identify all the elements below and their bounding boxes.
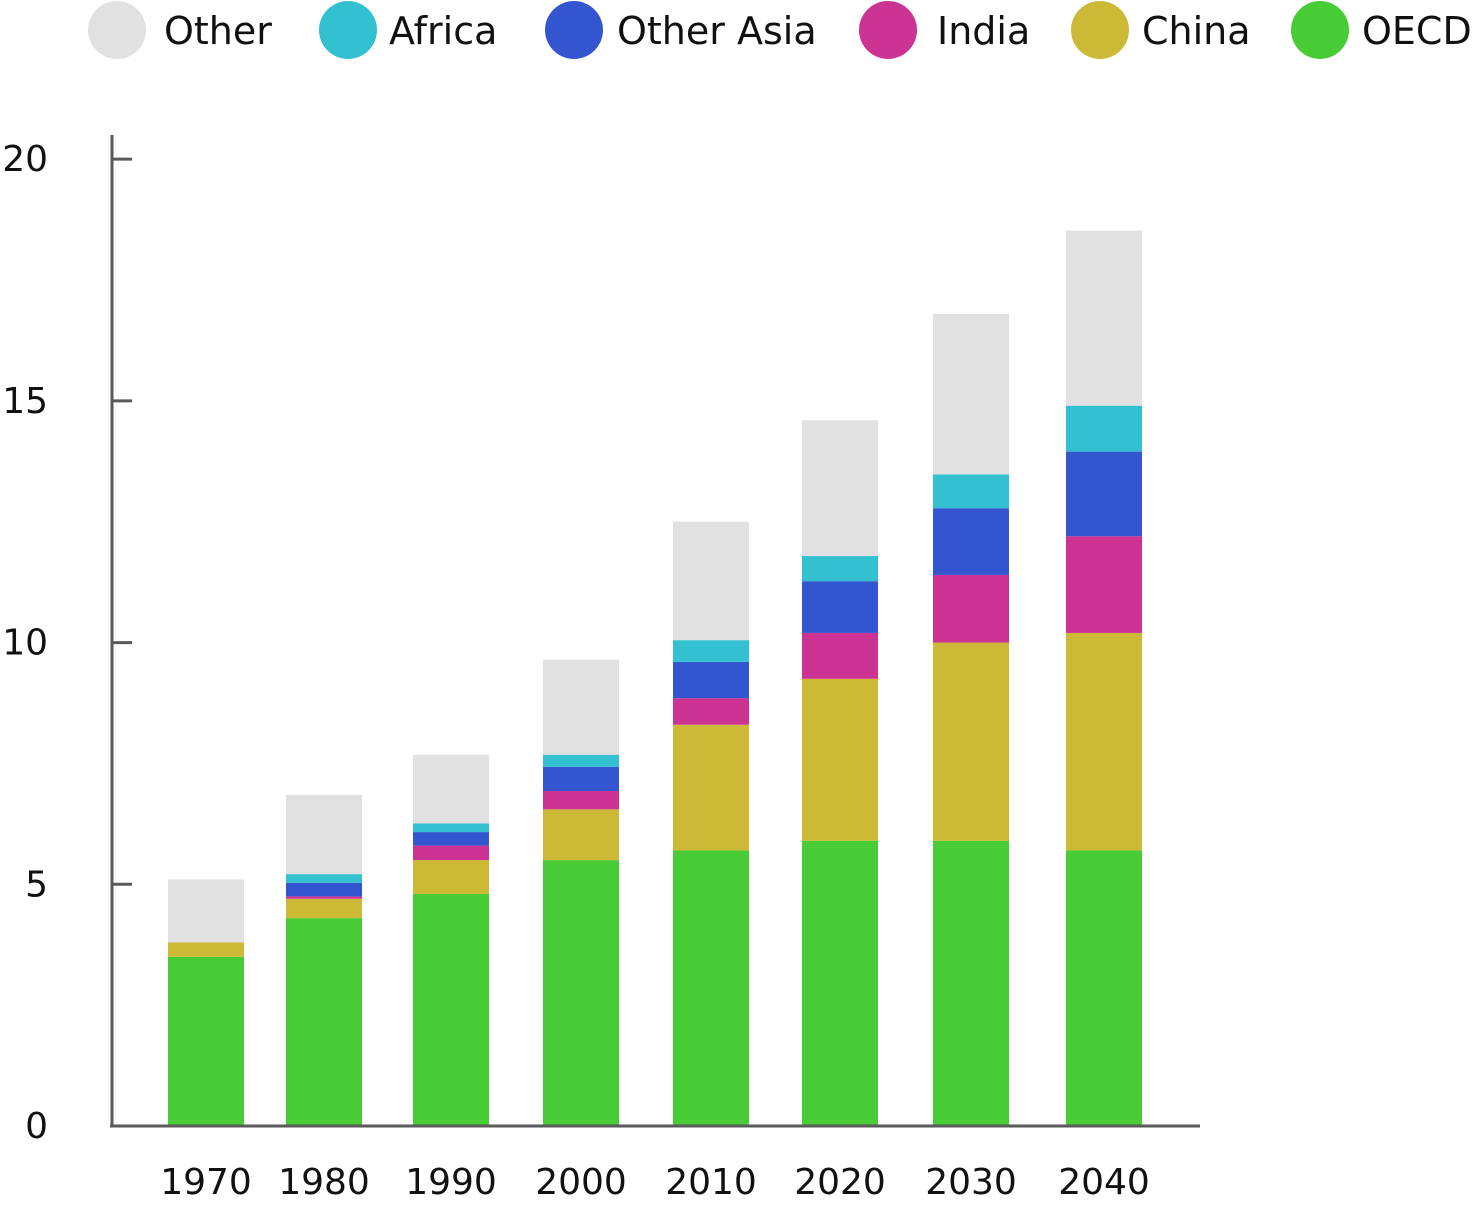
bar-china-2000 bbox=[543, 809, 619, 861]
bar-other-2020 bbox=[802, 420, 878, 557]
axes-group bbox=[110, 135, 1200, 1128]
bar-china-1980 bbox=[286, 898, 362, 919]
x-tick-label-2040: 2040 bbox=[1058, 1162, 1150, 1203]
x-tick-label-1970: 1970 bbox=[160, 1162, 252, 1203]
bar-oecd-1990 bbox=[413, 893, 489, 1126]
bar-other-asia-2000 bbox=[543, 766, 619, 791]
legend-swatch-other bbox=[88, 1, 146, 59]
bar-africa-1990 bbox=[413, 823, 489, 833]
legend-label-china: China bbox=[1142, 9, 1251, 53]
x-tick-label-1990: 1990 bbox=[405, 1162, 497, 1203]
bar-africa-2030 bbox=[933, 474, 1009, 509]
y-axis-ticks: 0 5 10 15 20 bbox=[2, 139, 132, 1147]
bar-oecd-1980 bbox=[286, 918, 362, 1126]
bar-other-asia-1980 bbox=[286, 882, 362, 897]
bar-africa-2040 bbox=[1066, 405, 1142, 452]
bar-oecd-2030 bbox=[933, 840, 1009, 1126]
bar-other-1980 bbox=[286, 794, 362, 875]
bar-india-2000 bbox=[543, 790, 619, 810]
bar-india-2010 bbox=[673, 698, 749, 725]
bar-other-1970 bbox=[168, 879, 244, 943]
legend-label-africa: Africa bbox=[389, 9, 497, 53]
legend-item-oecd: OECD bbox=[1291, 1, 1472, 59]
bar-oecd-2000 bbox=[543, 860, 619, 1126]
bar-india-2040 bbox=[1066, 536, 1142, 633]
bar-other-asia-2010 bbox=[673, 661, 749, 699]
legend-item-other-asia: Other Asia bbox=[545, 1, 817, 59]
bar-china-1990 bbox=[413, 860, 489, 894]
bar-other-2040 bbox=[1066, 230, 1142, 406]
y-tick-label-5: 5 bbox=[25, 864, 48, 905]
bar-other-2030 bbox=[933, 313, 1009, 475]
legend-swatch-india bbox=[859, 1, 917, 59]
bar-other-asia-2030 bbox=[933, 508, 1009, 575]
y-tick-label-0: 0 bbox=[25, 1106, 48, 1147]
bar-india-2030 bbox=[933, 574, 1009, 643]
bar-india-1980 bbox=[286, 896, 362, 899]
x-tick-label-1980: 1980 bbox=[278, 1162, 370, 1203]
bar-other-asia-2020 bbox=[802, 581, 878, 633]
legend-label-other: Other bbox=[164, 9, 272, 53]
y-tick-label-15: 15 bbox=[2, 381, 48, 422]
bar-africa-1980 bbox=[286, 874, 362, 883]
bar-china-2020 bbox=[802, 678, 878, 841]
legend-item-africa: Africa bbox=[319, 1, 497, 59]
legend-item-china: China bbox=[1071, 1, 1251, 59]
legend-swatch-other-asia bbox=[545, 1, 603, 59]
bar-china-1970 bbox=[168, 942, 244, 957]
bar-oecd-2010 bbox=[673, 850, 749, 1126]
y-tick-label-20: 20 bbox=[2, 139, 48, 180]
bar-africa-2010 bbox=[673, 640, 749, 662]
x-tick-label-2010: 2010 bbox=[665, 1162, 757, 1203]
bar-oecd-2020 bbox=[802, 840, 878, 1126]
bar-other-asia-1990 bbox=[413, 832, 489, 846]
bar-china-2040 bbox=[1066, 632, 1142, 851]
legend-item-other: Other bbox=[88, 1, 272, 59]
bar-other-1990 bbox=[413, 754, 489, 824]
x-axis-ticks: 1970 1980 1990 2000 2010 2020 2030 2040 bbox=[160, 1162, 1150, 1203]
bar-other-2000 bbox=[543, 659, 619, 755]
x-tick-label-2000: 2000 bbox=[535, 1162, 627, 1203]
legend-swatch-africa bbox=[319, 1, 377, 59]
legend-item-india: India bbox=[859, 1, 1030, 59]
bar-india-1990 bbox=[413, 845, 489, 861]
bar-china-2010 bbox=[673, 724, 749, 851]
chart-legend: Other Africa Other Asia India China OECD bbox=[88, 1, 1472, 59]
bar-china-2030 bbox=[933, 642, 1009, 841]
bar-other-2010 bbox=[673, 521, 749, 641]
bar-oecd-2040 bbox=[1066, 850, 1142, 1126]
x-tick-label-2020: 2020 bbox=[794, 1162, 886, 1203]
bar-india-2020 bbox=[802, 632, 878, 679]
bar-africa-2020 bbox=[802, 556, 878, 582]
legend-label-other-asia: Other Asia bbox=[617, 9, 817, 53]
legend-swatch-oecd bbox=[1291, 1, 1349, 59]
bar-africa-2000 bbox=[543, 754, 619, 767]
legend-swatch-china bbox=[1071, 1, 1129, 59]
y-tick-label-10: 10 bbox=[2, 623, 48, 664]
bar-oecd-1970 bbox=[168, 956, 244, 1126]
bars-group bbox=[168, 230, 1142, 1126]
legend-label-india: India bbox=[937, 9, 1030, 53]
legend-label-oecd: OECD bbox=[1362, 9, 1472, 53]
x-tick-label-2030: 2030 bbox=[925, 1162, 1017, 1203]
bar-other-asia-2040 bbox=[1066, 451, 1142, 537]
